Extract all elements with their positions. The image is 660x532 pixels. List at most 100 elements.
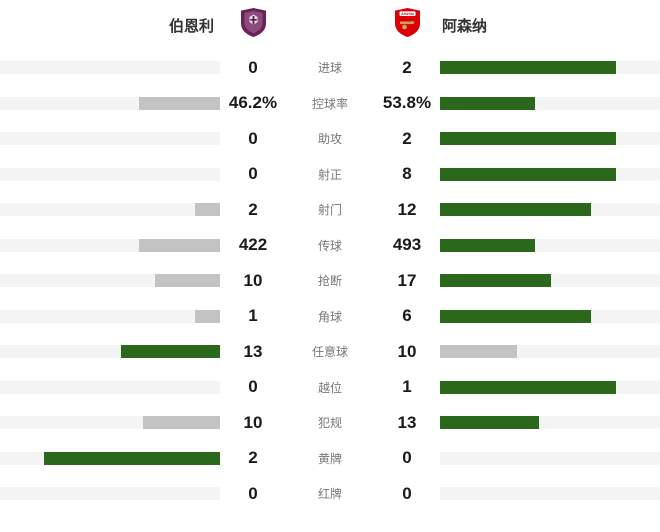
home-bar [0,96,220,110]
stat-row: 0 射正 8 [0,157,660,193]
away-value: 0 [402,448,412,468]
away-value: 0 [402,483,412,503]
home-bar-track [0,238,220,252]
home-team-name: 伯恩利 [168,17,214,35]
home-value: 2 [248,199,258,219]
away-bar-track [440,416,660,430]
stat-row: 0 进球 2 [0,50,660,86]
away-bar [440,167,660,181]
stat-label: 控球率 [311,96,348,111]
stat-label: 射门 [317,203,342,218]
away-value: 8 [402,164,412,184]
away-bar [440,238,660,252]
away-value: 12 [397,199,417,219]
match-stats-panel: 伯恩利 Arsenal [0,0,660,512]
home-bar-fill [44,451,220,465]
home-value: 0 [248,164,258,184]
away-value: 1 [402,377,412,397]
home-bar [0,309,220,323]
stat-row: 46.2% 控球率 53.8% [0,86,660,122]
svg-text:Arsenal: Arsenal [401,12,413,16]
away-bar [440,416,660,430]
home-bar [0,274,220,288]
away-value: 13 [397,412,417,432]
stat-label: 角球 [317,309,342,324]
header: 伯恩利 Arsenal [0,0,660,50]
away-bar [440,487,660,501]
stat-row: 13 任意球 10 [0,334,660,370]
home-bar-track [0,61,220,75]
home-value: 46.2% [228,93,278,113]
away-bar-track [440,167,660,181]
away-value: 53.8% [382,93,432,113]
away-bar-fill [440,167,616,181]
away-bar [440,274,660,288]
away-bar-track [440,238,660,252]
stat-label: 传球 [317,238,342,253]
away-bar-track [440,345,660,359]
home-bar-track [0,416,220,430]
stat-label: 红牌 [317,487,342,502]
away-bar-fill [440,416,540,430]
home-bar-track [0,132,220,146]
home-bar-track [0,345,220,359]
away-bar-fill [440,96,535,110]
away-bar-fill [440,274,551,288]
home-value: 10 [243,270,263,290]
away-bar-fill [440,203,591,217]
stat-row: 0 红牌 0 [0,476,660,512]
away-bar-fill [440,238,535,252]
away-bar-fill [440,132,616,146]
stat-label: 犯规 [317,416,342,431]
home-bar-track [0,380,220,394]
away-bar-fill [440,61,616,75]
home-bar-fill [154,274,220,288]
stat-row: 1 角球 6 [0,299,660,335]
home-bar-track [0,203,220,217]
home-bar [0,380,220,394]
away-bar [440,380,660,394]
away-bar [440,96,660,110]
away-value: 2 [402,57,412,77]
home-value: 13 [243,341,263,361]
home-bar-fill [143,416,220,430]
away-bar [440,132,660,146]
away-bar-track [440,132,660,146]
home-value: 0 [248,128,258,148]
home-bar-track [0,487,220,501]
home-bar [0,238,220,252]
home-bar [0,132,220,146]
stat-label: 射正 [317,167,342,182]
home-bar [0,167,220,181]
away-bar-fill [440,380,616,394]
home-value: 422 [238,235,268,255]
burnley-crest-icon [240,8,266,42]
home-value: 0 [248,57,258,77]
away-bar [440,309,660,323]
away-value: 493 [392,235,422,255]
away-bar-track [440,274,660,288]
away-bar-track [440,61,660,75]
home-bar [0,416,220,430]
away-value: 10 [397,341,417,361]
home-bar [0,487,220,501]
home-bar-track [0,96,220,110]
away-team-name: 阿森纳 [442,17,488,35]
stat-label: 进球 [317,61,342,76]
home-bar-track [0,274,220,288]
home-bar-fill [120,345,220,359]
home-bar-track [0,451,220,465]
stat-label: 黄牌 [317,451,342,466]
away-bar [440,61,660,75]
home-value: 0 [248,483,258,503]
away-bar-track [440,380,660,394]
stats-list: 0 进球 2 46.2% 控球率 53.8% 0 助 [0,50,660,512]
away-bar [440,345,660,359]
home-bar [0,345,220,359]
stat-row: 422 传球 493 [0,228,660,264]
home-bar-fill [138,96,220,110]
away-value: 2 [402,128,412,148]
away-bar-track [440,451,660,465]
home-bar [0,61,220,75]
home-bar-track [0,309,220,323]
